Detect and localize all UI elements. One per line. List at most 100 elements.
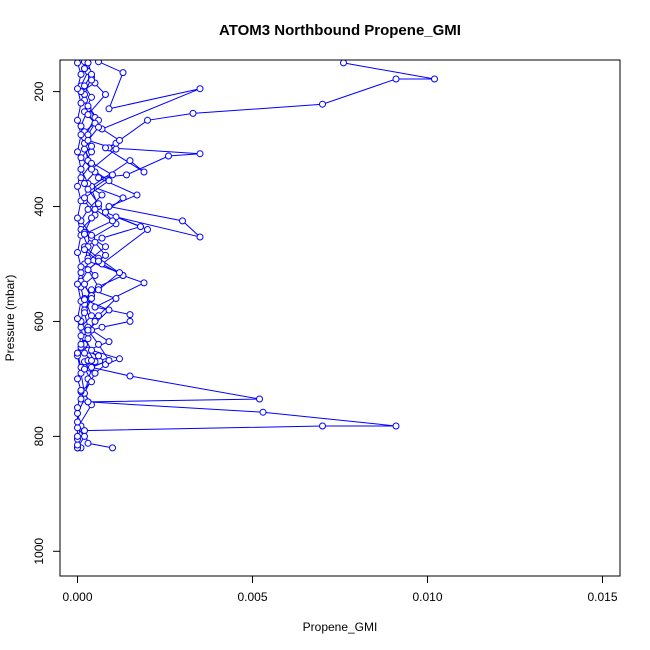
data-point: [77, 269, 85, 277]
data-point: [95, 123, 102, 131]
x-tick-label: 0.005: [237, 590, 267, 604]
data-point: [74, 375, 81, 383]
data-point: [74, 349, 81, 357]
data-point: [84, 111, 92, 119]
data-point: [105, 338, 113, 346]
data-point: [74, 418, 81, 426]
series-lines: [76, 61, 435, 449]
data-point: [84, 60, 92, 67]
data-point: [84, 398, 92, 406]
data-point: [77, 99, 85, 107]
data-point: [95, 340, 102, 348]
data-point: [88, 295, 95, 302]
data-point: [84, 131, 92, 139]
data-point: [340, 60, 347, 67]
data-point: [256, 395, 263, 403]
x-axis-label: Propene_GMI: [303, 620, 378, 634]
data-point: [88, 312, 95, 320]
data-point: [109, 171, 116, 179]
data-point: [81, 82, 88, 90]
data-point: [102, 144, 109, 152]
data-point: [126, 372, 134, 380]
data-point: [88, 93, 95, 101]
data-point: [102, 251, 109, 259]
data-point: [88, 363, 95, 371]
series-points: [74, 60, 438, 452]
data-point: [77, 154, 85, 162]
data-point: [105, 203, 113, 210]
data-point: [88, 378, 95, 386]
data-point: [74, 424, 81, 432]
data-point: [91, 238, 99, 246]
data-point: [126, 157, 134, 165]
data-point: [77, 386, 85, 394]
x-axis: 0.000 0.005 0.010 0.015: [62, 575, 618, 604]
data-point: [88, 231, 95, 239]
data-point: [91, 369, 99, 377]
data-point: [112, 295, 120, 302]
data-point: [84, 185, 92, 193]
y-axis-label: Pressure (mbar): [3, 275, 17, 362]
data-point: [81, 246, 88, 254]
data-point: [84, 257, 92, 265]
data-point: [140, 279, 148, 287]
data-point: [119, 69, 127, 77]
data-point: [95, 286, 102, 294]
x-tick-label: 0.010: [412, 590, 442, 604]
data-point: [95, 60, 102, 66]
data-point: [91, 272, 99, 279]
data-point: [116, 269, 123, 277]
data-point: [144, 226, 151, 233]
data-point: [74, 249, 81, 256]
data-point: [84, 102, 92, 110]
data-point: [77, 174, 85, 182]
data-point: [84, 326, 92, 334]
data-point: [81, 365, 88, 373]
data-point: [98, 191, 106, 199]
data-point: [140, 168, 148, 176]
data-point: [95, 174, 102, 182]
data-point: [81, 280, 88, 288]
data-point: [392, 75, 400, 83]
data-point: [84, 439, 92, 447]
data-point: [77, 323, 85, 331]
data-point: [77, 263, 85, 271]
y-tick-label: 200: [32, 81, 46, 101]
data-point: [95, 352, 102, 360]
data-point: [84, 266, 92, 274]
data-point: [259, 408, 267, 416]
data-point: [77, 165, 85, 173]
data-point: [98, 234, 106, 242]
data-point: [81, 432, 88, 440]
data-point: [165, 152, 172, 160]
x-tick-label: 0.015: [587, 590, 617, 604]
data-point: [77, 131, 85, 139]
data-point: [74, 182, 81, 190]
data-point: [105, 306, 113, 314]
data-point: [81, 427, 88, 435]
data-point: [81, 296, 88, 304]
data-point: [431, 75, 438, 83]
data-point: [77, 395, 85, 403]
x-tick-label: 0.000: [62, 590, 92, 604]
data-point: [144, 116, 151, 124]
data-point: [81, 230, 88, 238]
data-point: [81, 145, 88, 153]
data-point: [74, 116, 81, 124]
data-point: [88, 70, 95, 78]
data-point: [81, 309, 88, 317]
data-point: [179, 217, 186, 225]
y-tick-label: 1000: [32, 538, 46, 565]
plot-frame: [59, 59, 621, 577]
data-point: [88, 214, 95, 222]
chart-title: ATOM3 Northbound Propene_GMI: [219, 22, 461, 39]
y-axis: 200 400 600 800 1000: [32, 81, 61, 565]
data-point: [109, 444, 116, 452]
data-point: [123, 171, 130, 179]
data-point: [119, 194, 127, 202]
data-point: [105, 105, 113, 113]
data-point: [84, 136, 92, 144]
data-point: [88, 357, 95, 364]
data-point: [109, 217, 116, 225]
